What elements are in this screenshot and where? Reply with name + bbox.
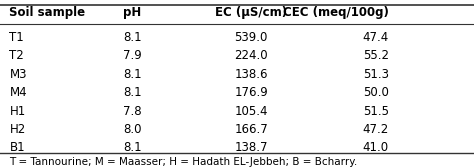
Text: M3: M3	[9, 68, 27, 81]
Text: H1: H1	[9, 105, 26, 118]
Text: 8.1: 8.1	[123, 141, 142, 154]
Text: 7.8: 7.8	[123, 105, 142, 118]
Text: 166.7: 166.7	[234, 123, 268, 136]
Text: 50.0: 50.0	[363, 86, 389, 99]
Text: 8.1: 8.1	[123, 86, 142, 99]
Text: 47.2: 47.2	[363, 123, 389, 136]
Text: 55.2: 55.2	[363, 49, 389, 62]
Text: 138.6: 138.6	[235, 68, 268, 81]
Text: 7.9: 7.9	[123, 49, 142, 62]
Text: 176.9: 176.9	[234, 86, 268, 99]
Text: Soil sample: Soil sample	[9, 6, 86, 19]
Text: B1: B1	[9, 141, 25, 154]
Text: M4: M4	[9, 86, 27, 99]
Text: T1: T1	[9, 31, 24, 44]
Text: 47.4: 47.4	[363, 31, 389, 44]
Text: EC (μS/cm): EC (μS/cm)	[215, 6, 287, 19]
Text: 8.1: 8.1	[123, 68, 142, 81]
Text: pH: pH	[123, 6, 142, 19]
Text: T = Tannourine; M = Maasser; H = Hadath EL-Jebbeh; B = Bcharry.: T = Tannourine; M = Maasser; H = Hadath …	[9, 157, 358, 167]
Text: 105.4: 105.4	[235, 105, 268, 118]
Text: 138.7: 138.7	[235, 141, 268, 154]
Text: 51.3: 51.3	[363, 68, 389, 81]
Text: 41.0: 41.0	[363, 141, 389, 154]
Text: T2: T2	[9, 49, 24, 62]
Text: 539.0: 539.0	[235, 31, 268, 44]
Text: 224.0: 224.0	[235, 49, 268, 62]
Text: 51.5: 51.5	[363, 105, 389, 118]
Text: CEC (meq/100g): CEC (meq/100g)	[283, 6, 389, 19]
Text: 8.0: 8.0	[123, 123, 142, 136]
Text: 8.1: 8.1	[123, 31, 142, 44]
Text: H2: H2	[9, 123, 26, 136]
